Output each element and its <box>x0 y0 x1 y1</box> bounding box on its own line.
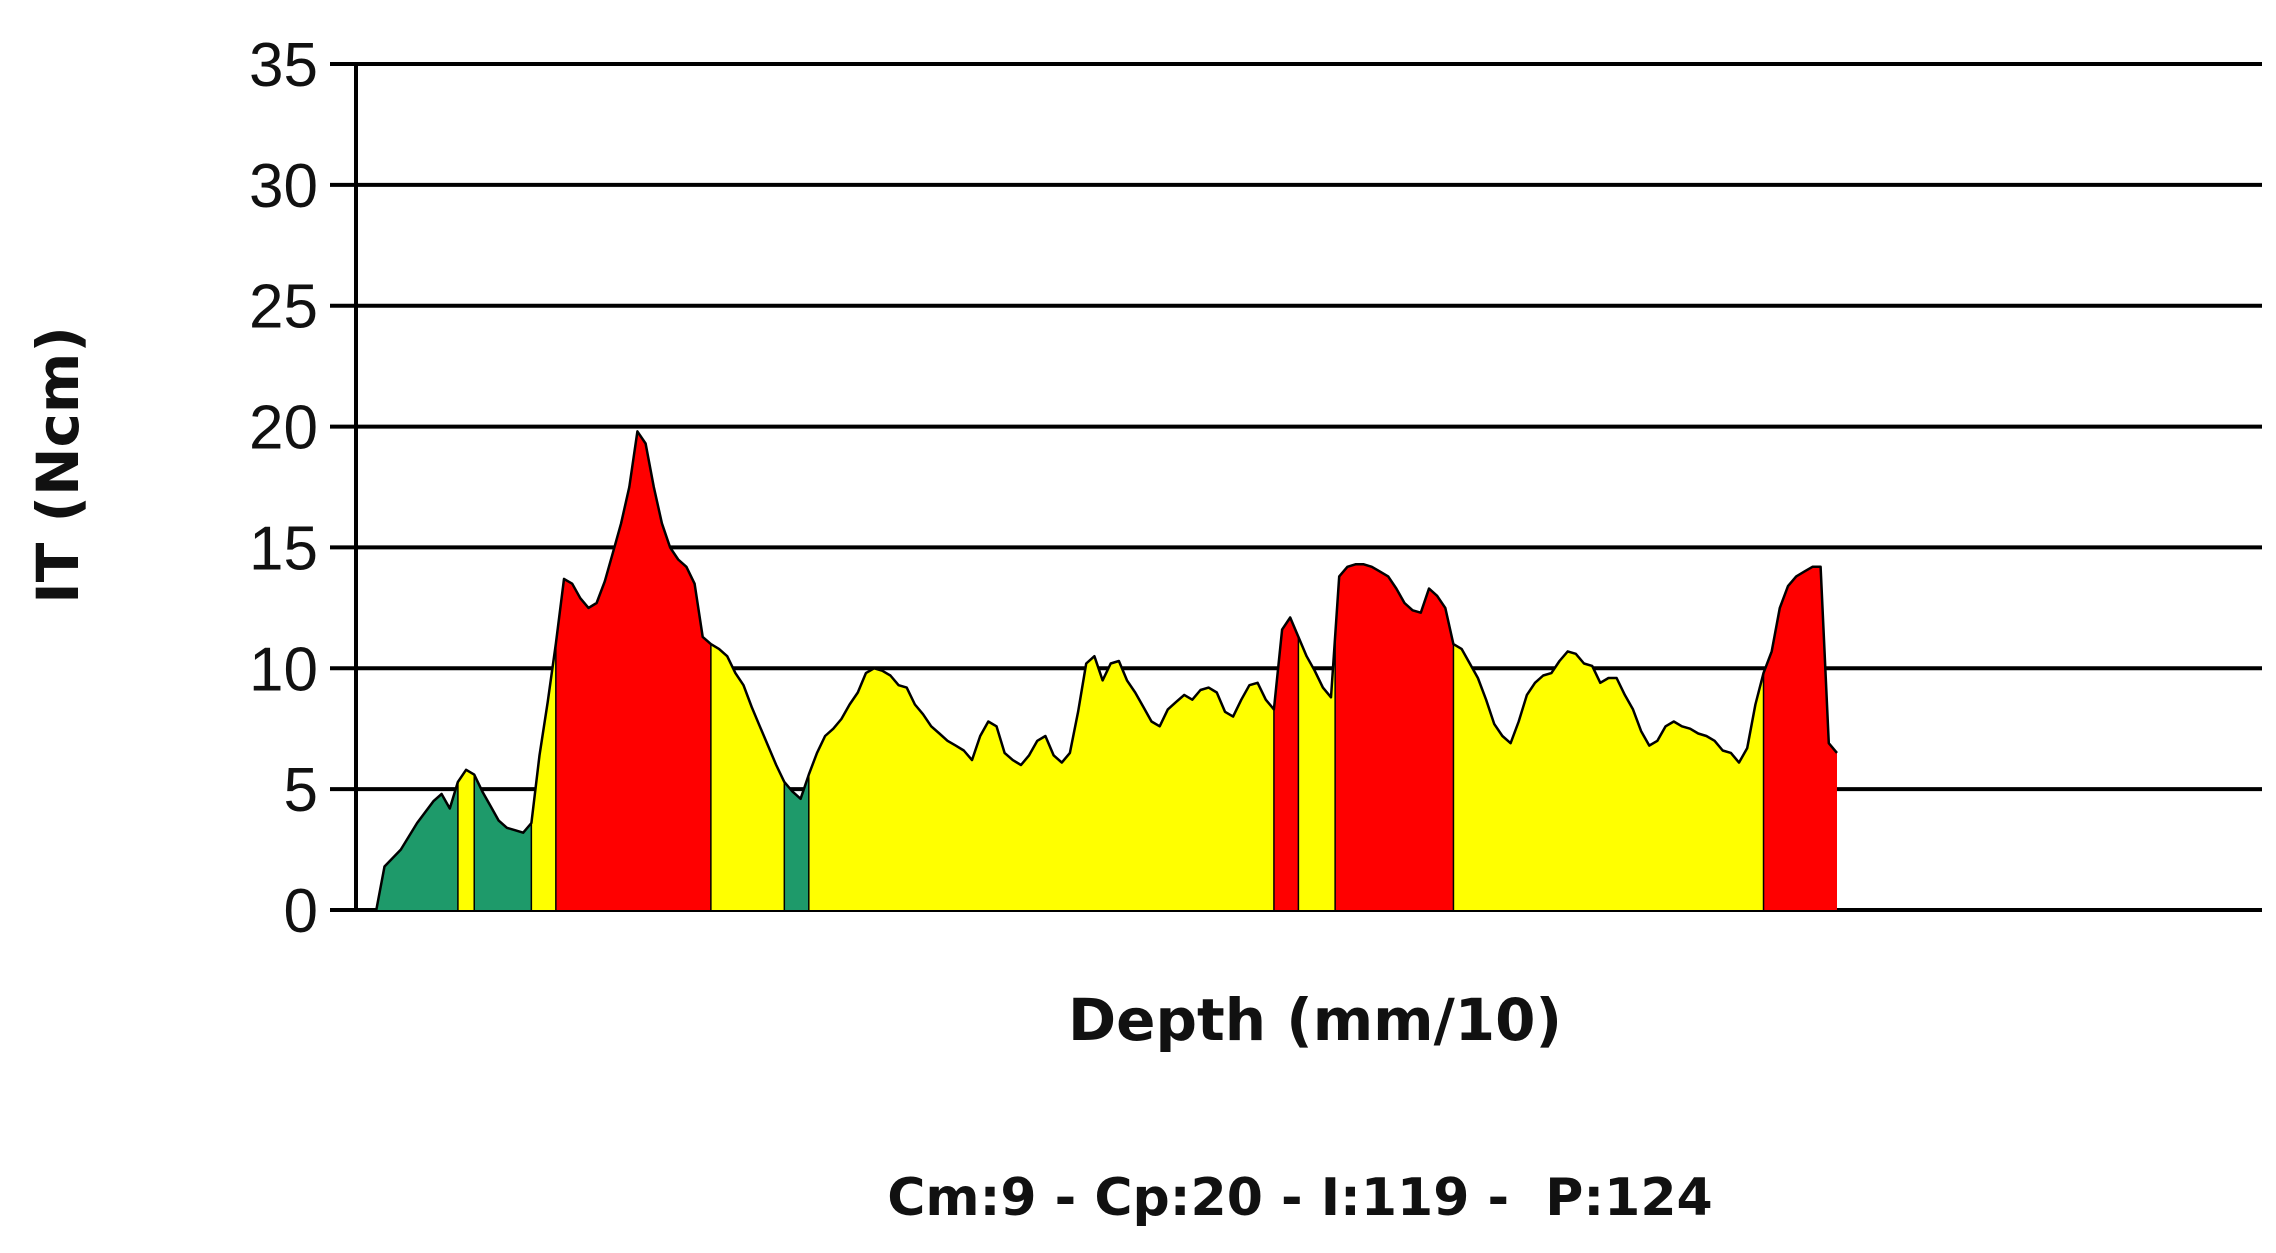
profile-outline <box>360 430 1838 912</box>
area-segment-yellow-7 <box>808 656 1274 910</box>
y-tick-label-35: 35 <box>249 31 318 100</box>
footer-summary: Cm:9 - Cp:20 - I:119 - P:124 <box>887 1168 1712 1228</box>
y-tick-label-20: 20 <box>249 394 318 463</box>
area-segment-green-2 <box>474 774 532 910</box>
area-segment-red-8 <box>1273 617 1299 910</box>
y-tick-label-10: 10 <box>249 635 318 704</box>
y-tick-label-25: 25 <box>249 273 318 342</box>
area-segment-red-4 <box>555 431 711 910</box>
area-segment-green-6 <box>784 774 809 910</box>
area-segment-red-10 <box>1335 564 1454 910</box>
y-tick-label-0: 0 <box>284 877 318 946</box>
area-segment-red-12 <box>1763 566 1837 910</box>
plot-areas <box>360 431 1837 910</box>
y-axis-title: IT (Ncm) <box>24 326 92 604</box>
x-axis-title: Depth (mm/10) <box>1068 986 1562 1054</box>
area-segment-yellow-11 <box>1453 644 1764 910</box>
y-tick-label-15: 15 <box>249 514 318 583</box>
profile-line <box>360 430 1838 912</box>
y-tick-label-30: 30 <box>249 152 318 221</box>
area-segment-green-0 <box>360 781 458 910</box>
area-segment-yellow-3 <box>531 644 556 910</box>
y-tick-labels: 0 5 10 15 20 25 30 35 <box>249 31 318 946</box>
area-segment-yellow-9 <box>1298 636 1336 910</box>
area-segment-yellow-1 <box>457 769 475 910</box>
y-tick-label-5: 5 <box>284 756 318 825</box>
area-segment-yellow-5 <box>710 644 785 910</box>
